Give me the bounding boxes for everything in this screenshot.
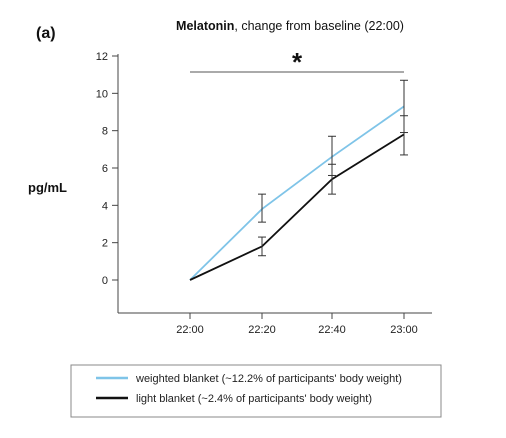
series-1	[189, 79, 408, 281]
significance-star: *	[292, 47, 303, 77]
y-tick-label: 10	[96, 88, 108, 100]
y-ticks: 0 2 4 6 8 10 12	[96, 51, 118, 287]
error-bar	[328, 163, 336, 195]
axes	[117, 54, 432, 314]
x-tick-label: 23:00	[390, 324, 418, 336]
error-bar	[258, 193, 266, 223]
chart-title: Melatonin, change from baseline (22:00)	[176, 19, 404, 33]
y-tick-label: 2	[102, 238, 108, 250]
error-bar	[258, 236, 266, 257]
chart-title-bold: Melatonin	[176, 19, 234, 33]
series-line	[189, 105, 405, 281]
series-2	[189, 115, 408, 281]
legend-label: weighted blanket (~12.2% of participants…	[135, 373, 402, 385]
x-tick-label: 22:00	[176, 324, 204, 336]
panel-label: (a)	[36, 25, 56, 42]
y-axis-label: pg/mL	[28, 180, 67, 195]
x-ticks: 22:00 22:20 22:40 23:00	[176, 313, 418, 336]
chart-title-rest: , change from baseline (22:00)	[234, 19, 404, 33]
x-tick-label: 22:40	[318, 324, 346, 336]
series-line	[189, 133, 405, 281]
y-tick-label: 12	[96, 51, 108, 63]
y-tick-label: 6	[102, 163, 108, 175]
legend-label: light blanket (~2.4% of participants' bo…	[136, 393, 372, 405]
significance-marker: *	[190, 47, 404, 77]
y-tick-label: 0	[102, 275, 108, 287]
x-tick-label: 22:20	[248, 324, 276, 336]
legend: weighted blanket (~12.2% of participants…	[70, 364, 442, 418]
series-layer	[189, 79, 408, 281]
legend-box	[70, 364, 442, 418]
error-bar	[400, 115, 408, 156]
y-tick-label: 4	[102, 200, 108, 212]
y-tick-label: 8	[102, 126, 108, 138]
